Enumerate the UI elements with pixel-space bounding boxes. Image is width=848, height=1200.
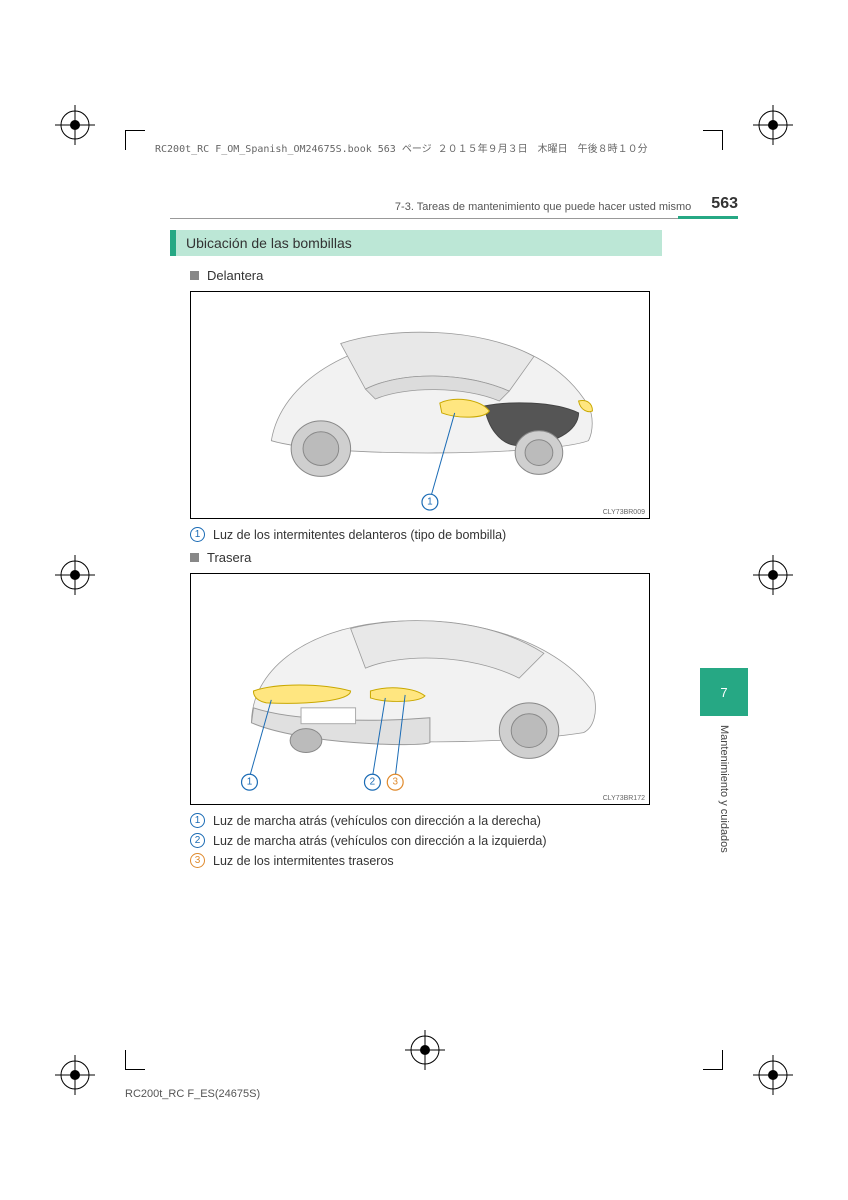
section-path: 7-3. Tareas de mantenimiento que puede h… [395, 201, 691, 213]
crop-mark-icon [55, 555, 95, 595]
chapter-tab: 7 [700, 668, 748, 716]
legend-number-icon: 2 [190, 833, 205, 848]
crop-mark-icon [405, 1030, 445, 1070]
chapter-label: Mantenimiento y cuidados [718, 725, 730, 853]
subheading-rear-label: Trasera [207, 550, 251, 565]
square-bullet-icon [190, 271, 199, 280]
file-header: RC200t_RC F_OM_Spanish_OM24675S.book 563… [155, 140, 648, 155]
crop-mark-icon [753, 1055, 793, 1095]
frame-corner [703, 130, 723, 150]
callout-1: 1 [247, 777, 253, 788]
content-area: Ubicación de las bombillas Delantera [170, 230, 670, 873]
chapter-number: 7 [720, 685, 727, 700]
square-bullet-icon [190, 553, 199, 562]
page-number: 563 [711, 195, 738, 213]
crop-mark-icon [55, 105, 95, 145]
legend-item: 1 Luz de marcha atrás (vehículos con dir… [190, 813, 670, 828]
legend-item: 3 Luz de los intermitentes traseros [190, 853, 670, 868]
page-header: 7-3. Tareas de mantenimiento que puede h… [170, 195, 738, 213]
legend-rear: 1 Luz de marcha atrás (vehículos con dir… [190, 813, 670, 868]
crop-mark-icon [55, 1055, 95, 1095]
header-accent [678, 216, 738, 219]
section-heading: Ubicación de las bombillas [170, 230, 662, 256]
legend-item: 1 Luz de los intermitentes delanteros (t… [190, 527, 670, 542]
frame-corner [703, 1050, 723, 1070]
legend-number-icon: 3 [190, 853, 205, 868]
header-rule [170, 218, 738, 219]
diagram-code: CLY73BR009 [603, 509, 645, 516]
footer-code: RC200t_RC F_ES(24675S) [125, 1088, 260, 1100]
frame-corner [125, 130, 145, 150]
legend-item: 2 Luz de marcha atrás (vehículos con dir… [190, 833, 670, 848]
crop-mark-icon [753, 555, 793, 595]
legend-number-icon: 1 [190, 813, 205, 828]
diagram-front: 1 CLY73BR009 [190, 291, 650, 519]
callout-2: 2 [370, 777, 376, 788]
subheading-front-label: Delantera [207, 268, 263, 283]
subheading-rear: Trasera [190, 550, 670, 565]
legend-text: Luz de marcha atrás (vehículos con direc… [213, 814, 541, 828]
legend-text: Luz de marcha atrás (vehículos con direc… [213, 834, 547, 848]
subheading-front: Delantera [190, 268, 670, 283]
diagram-code: CLY73BR172 [603, 795, 645, 802]
legend-text: Luz de los intermitentes delanteros (tip… [213, 528, 506, 542]
callout-3: 3 [392, 777, 398, 788]
callout-1: 1 [427, 497, 433, 508]
legend-front: 1 Luz de los intermitentes delanteros (t… [190, 527, 670, 542]
car-front-illustration: 1 [191, 292, 649, 518]
frame-corner [125, 1050, 145, 1070]
crop-mark-icon [753, 105, 793, 145]
legend-text: Luz de los intermitentes traseros [213, 854, 394, 868]
car-rear-illustration: 1 2 3 [191, 574, 649, 804]
legend-number-icon: 1 [190, 527, 205, 542]
diagram-rear: 1 2 3 CLY73BR172 [190, 573, 650, 805]
